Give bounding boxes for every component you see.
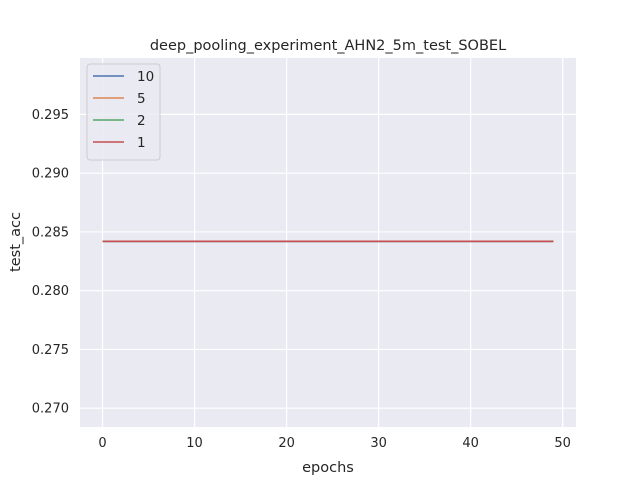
x-tick-label: 50 bbox=[554, 436, 571, 451]
x-axis-label: epochs bbox=[302, 460, 354, 476]
x-tick-label: 10 bbox=[186, 436, 203, 451]
x-tick-label: 30 bbox=[370, 436, 387, 451]
y-axis-label: test_acc bbox=[8, 212, 24, 272]
grid-lines bbox=[80, 58, 576, 427]
y-tick-label: 0.270 bbox=[32, 402, 69, 417]
plot-area bbox=[80, 58, 576, 427]
legend-label-1: 1 bbox=[137, 135, 146, 151]
legend-label-2: 2 bbox=[137, 113, 146, 129]
x-tick-label: 0 bbox=[98, 436, 106, 451]
y-tick-label: 0.295 bbox=[32, 108, 69, 123]
y-tick-labels: 0.270 0.275 0.280 0.285 0.290 0.295 bbox=[32, 108, 69, 417]
y-tick-label: 0.275 bbox=[32, 343, 69, 358]
y-tick-label: 0.290 bbox=[32, 167, 69, 182]
x-tick-label: 20 bbox=[278, 436, 295, 451]
chart-title: deep_pooling_experiment_AHN2_5m_test_SOB… bbox=[150, 38, 506, 54]
y-tick-label: 0.280 bbox=[32, 284, 69, 299]
legend: 10 5 2 1 bbox=[86, 63, 161, 161]
legend-label-10: 10 bbox=[137, 69, 154, 85]
x-tick-label: 40 bbox=[462, 436, 479, 451]
legend-label-5: 5 bbox=[137, 91, 146, 107]
x-tick-labels: 0 10 20 30 40 50 bbox=[98, 436, 571, 451]
y-tick-label: 0.285 bbox=[32, 225, 69, 240]
legend-box bbox=[86, 63, 161, 161]
